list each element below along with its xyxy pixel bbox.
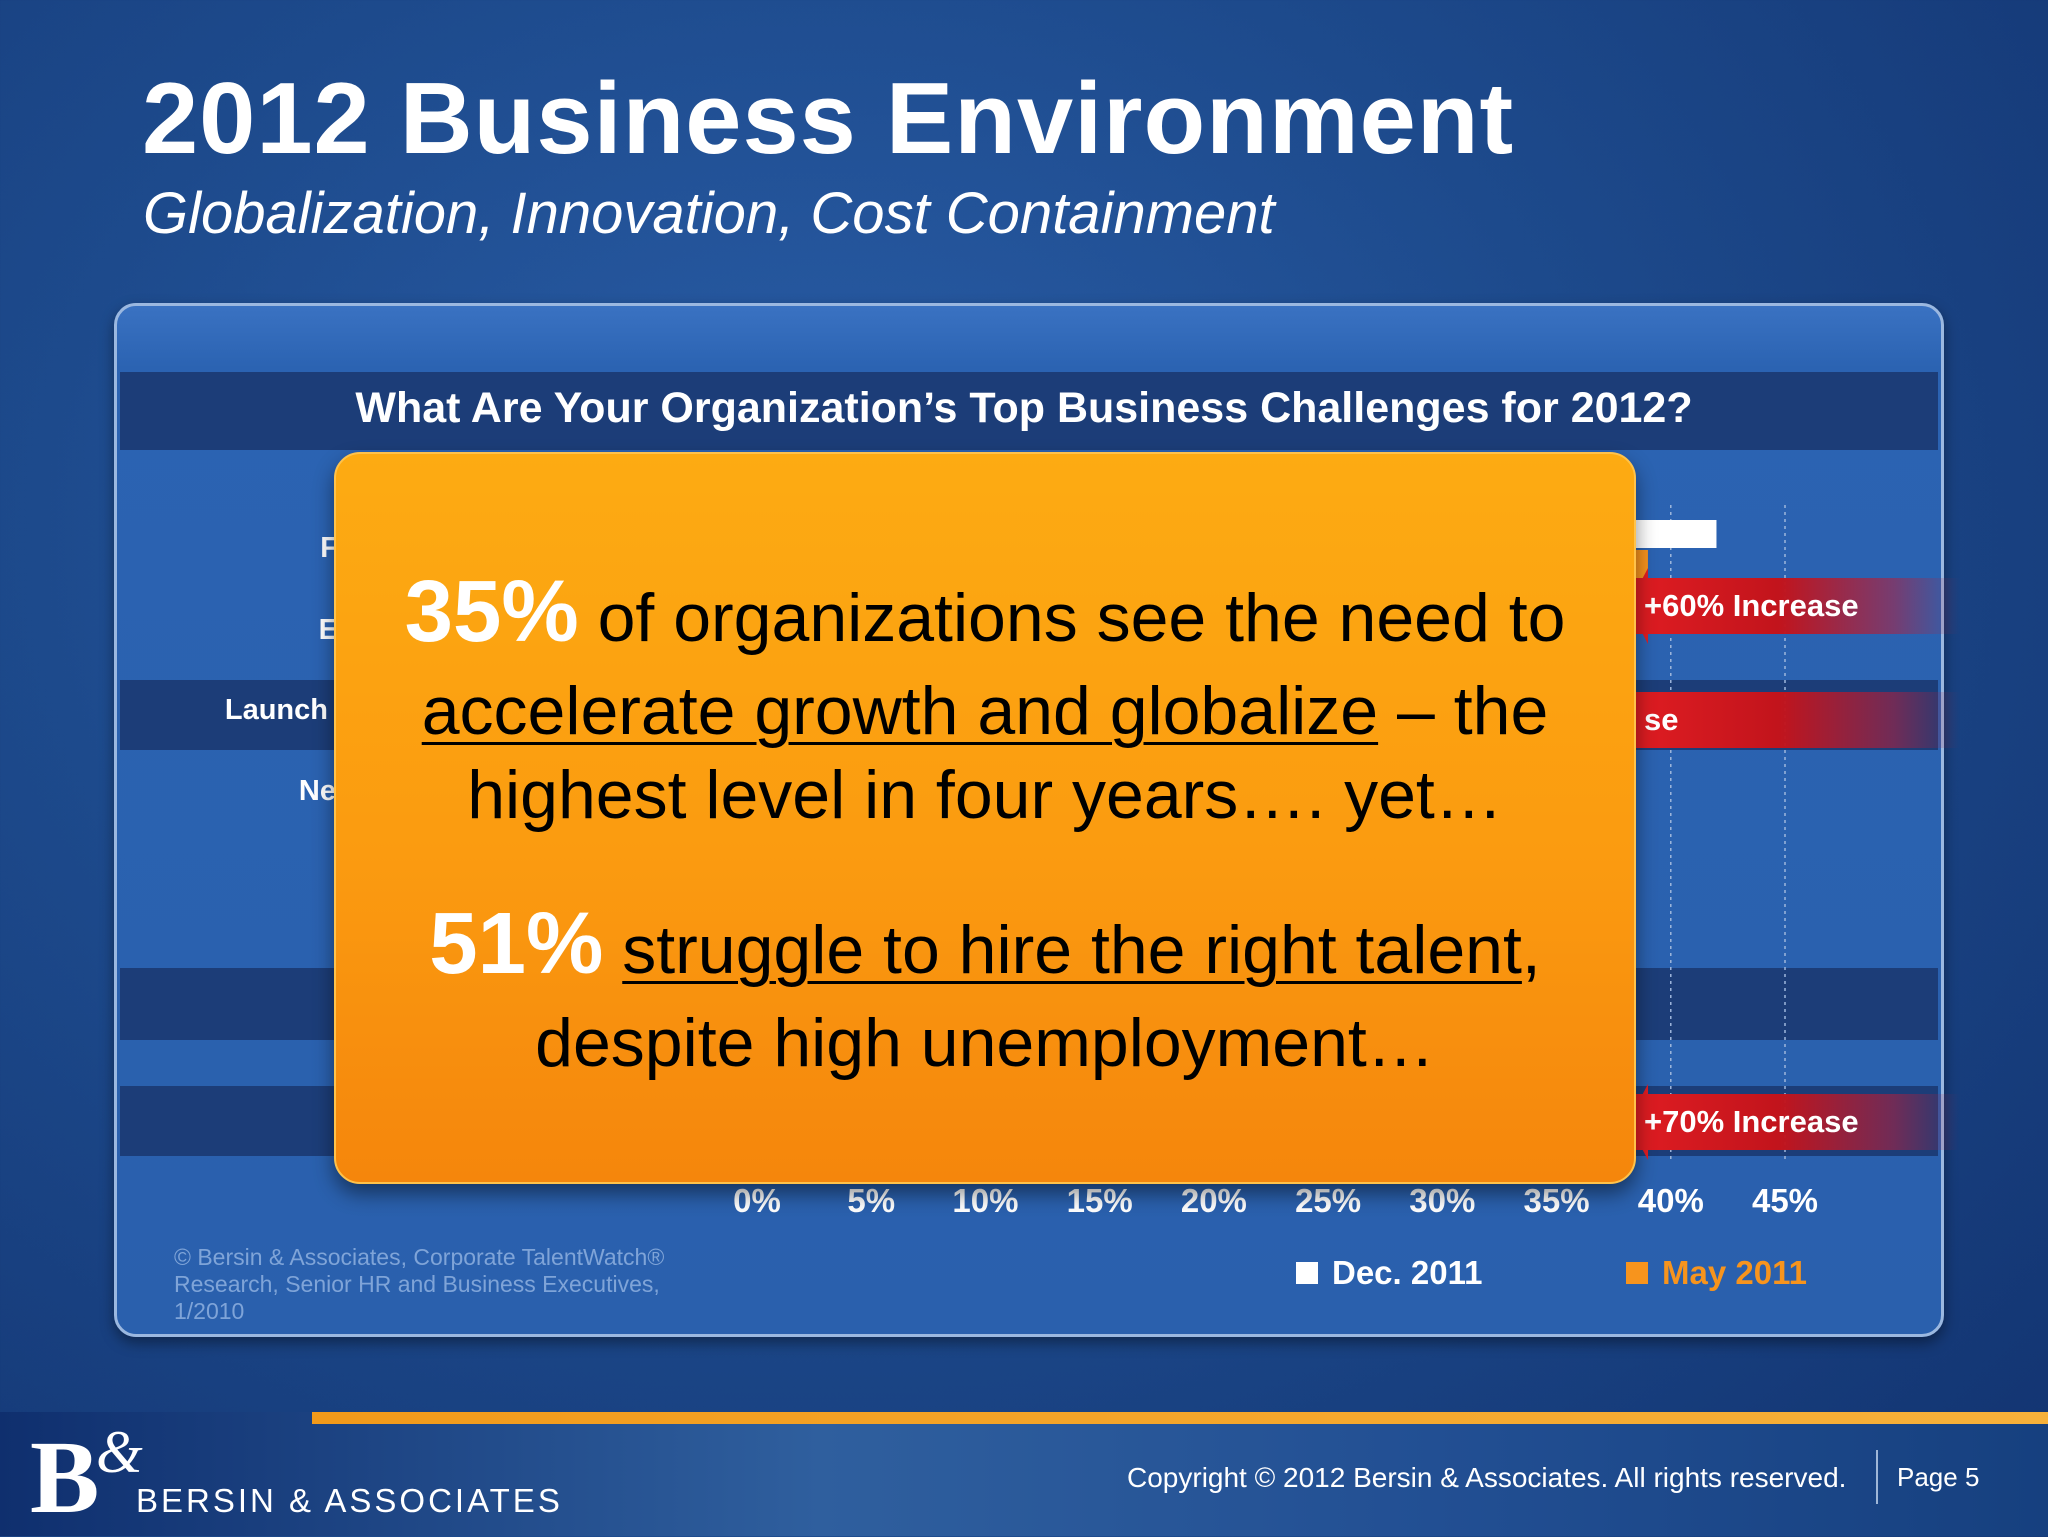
company-logo-mark: B <box>30 1420 100 1535</box>
callout-text: , <box>1521 912 1541 988</box>
increase-badge-label: +70% Increase <box>1644 1104 1859 1139</box>
legend-label: May 2011 <box>1662 1254 1807 1291</box>
increase-badge: +60% Increase <box>1630 578 1960 634</box>
x-tick-label: 5% <box>847 1182 895 1219</box>
x-tick-label: 20% <box>1181 1182 1247 1219</box>
row-label: Ne <box>298 775 336 807</box>
x-tick-label: 15% <box>1067 1182 1133 1219</box>
x-tick-label: 40% <box>1638 1182 1704 1219</box>
legend-swatch <box>1626 1262 1648 1284</box>
legend-item-dec-2011: Dec. 2011 <box>1296 1254 1482 1292</box>
question-band <box>120 372 1938 450</box>
row-label: E <box>318 614 338 646</box>
callout-box: 35% of organizations see the need to acc… <box>334 452 1636 1184</box>
increase-badge: se <box>1630 692 1960 748</box>
copyright-text: Copyright © 2012 Bersin & Associates. Al… <box>1127 1462 1847 1493</box>
callout-underlined-text: accelerate growth and globalize <box>421 673 1379 749</box>
callout-text: – the <box>1397 673 1549 749</box>
legend-swatch <box>1296 1262 1318 1284</box>
chart-question: What Are Your Organization’s Top Busines… <box>355 384 1693 432</box>
x-tick-label: 45% <box>1752 1182 1818 1219</box>
legend-item-may-2011: May 2011 <box>1626 1254 1807 1292</box>
callout-line-1: 35% of organizations see the need to <box>336 562 1634 662</box>
slide-title: 2012 Business Environment <box>142 63 1515 175</box>
x-tick-label: 25% <box>1295 1182 1361 1219</box>
company-logo-ampersand: & <box>96 1419 143 1485</box>
increase-badge-label: se <box>1644 702 1679 737</box>
callout-line-4: 51% struggle to hire the right talent, <box>336 894 1634 994</box>
legend-label: Dec. 2011 <box>1332 1254 1483 1291</box>
increase-badge: +70% Increase <box>1630 1094 1960 1150</box>
source-note: © Bersin & Associates, Corporate TalentW… <box>174 1244 665 1324</box>
callout-text: highest level in four years…. yet… <box>467 757 1503 833</box>
x-tick-label: 0% <box>733 1182 781 1219</box>
row-label: Launch <box>224 694 328 726</box>
footer-accent-stripe <box>312 1412 2048 1424</box>
x-tick-label: 35% <box>1524 1182 1590 1219</box>
callout-line-3: highest level in four years…. yet… <box>336 756 1634 834</box>
slide-subtitle: Globalization, Innovation, Cost Containm… <box>143 181 1275 246</box>
callout-line-2: accelerate growth and globalize – the <box>336 672 1634 750</box>
callout-text: of organizations see the need to <box>597 580 1566 656</box>
increase-badge-label: +60% Increase <box>1644 588 1859 623</box>
footer-divider <box>1876 1450 1878 1504</box>
stat-51-percent: 51% <box>429 895 604 992</box>
row-label: F <box>320 532 338 564</box>
callout-text: despite high unemployment… <box>535 1005 1435 1081</box>
footer-bar <box>0 1412 2048 1536</box>
x-tick-label: 30% <box>1409 1182 1475 1219</box>
company-logo-text: BERSIN & ASSOCIATES <box>136 1482 563 1519</box>
stat-35-percent: 35% <box>404 563 579 660</box>
page-number: Page 5 <box>1897 1462 1980 1492</box>
callout-underlined-text: struggle to hire the right talent <box>622 912 1522 988</box>
callout-line-5: despite high unemployment… <box>336 1004 1634 1082</box>
x-tick-label: 10% <box>952 1182 1018 1219</box>
